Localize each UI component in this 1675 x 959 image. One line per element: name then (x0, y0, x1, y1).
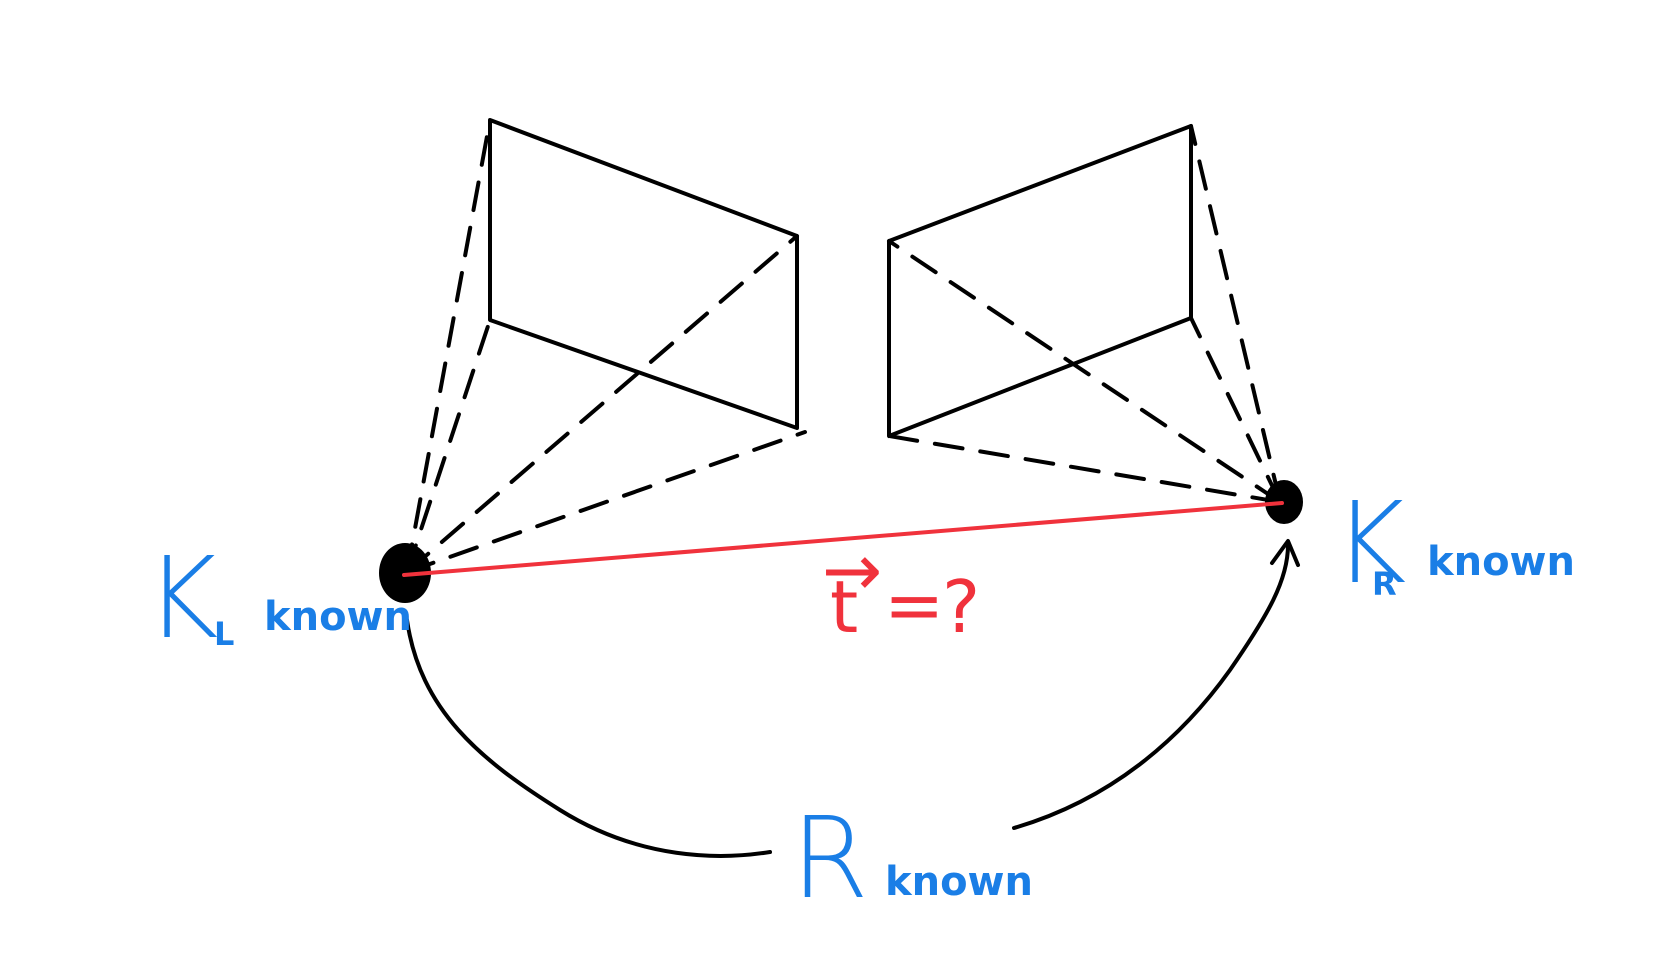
right-projection-rays (887, 124, 1282, 504)
left-image-plane (488, 118, 799, 430)
right-image-plane (887, 124, 1193, 438)
translation-vector (402, 501, 1284, 577)
rotation-arrowhead (1270, 539, 1300, 567)
translation-arrow: → (822, 528, 882, 612)
right-camera-center (1265, 480, 1303, 524)
right-camera-subscript: R (1372, 565, 1397, 603)
left-camera-status: known (264, 594, 412, 640)
rotation-arc-left (405, 618, 772, 858)
left-projection-rays (405, 118, 807, 574)
right-camera-symbol: K (1333, 479, 1406, 609)
translation-value: ? (942, 565, 980, 649)
rotation-status: known (885, 859, 1033, 905)
left-camera-symbol: K (145, 534, 218, 664)
left-camera-subscript: L (214, 615, 234, 653)
translation-equals: = (884, 563, 944, 647)
rotation-arc-right (1012, 543, 1290, 830)
rotation-symbol: R (791, 794, 869, 924)
right-camera-status: known (1427, 539, 1575, 585)
translation-symbol: t (830, 565, 858, 649)
